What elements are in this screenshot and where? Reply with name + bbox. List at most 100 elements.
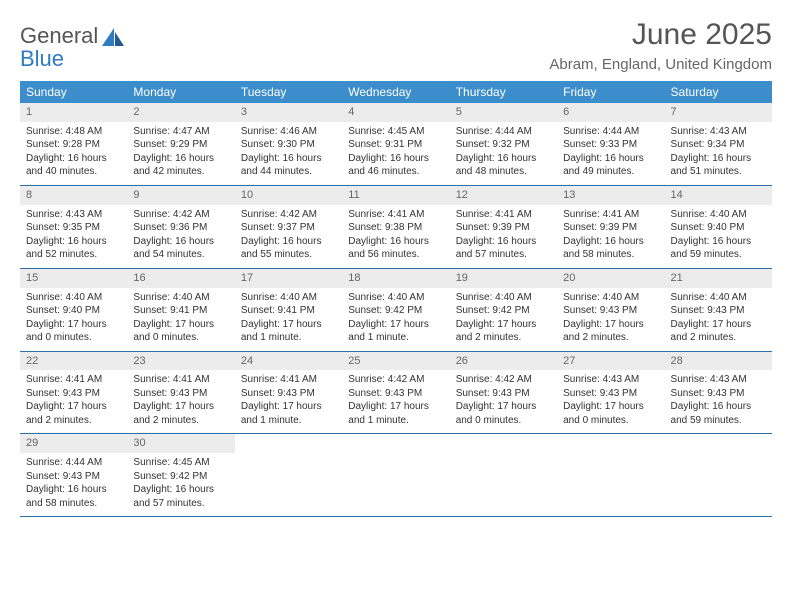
- daylight-text: and 2 minutes.: [563, 331, 658, 345]
- calendar-cell: 14Sunrise: 4:40 AMSunset: 9:40 PMDayligh…: [665, 185, 772, 268]
- sunrise-text: Sunrise: 4:42 AM: [348, 373, 443, 387]
- sunset-text: Sunset: 9:42 PM: [456, 304, 551, 318]
- title-block: June 2025 Abram, England, United Kingdom: [549, 18, 772, 73]
- weekday-header: Sunday: [20, 81, 127, 103]
- day-body: Sunrise: 4:44 AMSunset: 9:43 PMDaylight:…: [20, 453, 127, 516]
- daylight-text: and 42 minutes.: [133, 165, 228, 179]
- sunset-text: Sunset: 9:43 PM: [563, 304, 658, 318]
- day-body: Sunrise: 4:41 AMSunset: 9:43 PMDaylight:…: [235, 370, 342, 433]
- day-number: 9: [127, 186, 234, 205]
- calendar-cell: 10Sunrise: 4:42 AMSunset: 9:37 PMDayligh…: [235, 185, 342, 268]
- daylight-text: and 1 minute.: [348, 414, 443, 428]
- day-number: 20: [557, 269, 664, 288]
- calendar-cell: 24Sunrise: 4:41 AMSunset: 9:43 PMDayligh…: [235, 351, 342, 434]
- daylight-text: and 56 minutes.: [348, 248, 443, 262]
- sunrise-text: Sunrise: 4:42 AM: [241, 208, 336, 222]
- calendar-cell: 19Sunrise: 4:40 AMSunset: 9:42 PMDayligh…: [450, 268, 557, 351]
- day-body: Sunrise: 4:40 AMSunset: 9:42 PMDaylight:…: [342, 288, 449, 351]
- day-body: Sunrise: 4:44 AMSunset: 9:33 PMDaylight:…: [557, 122, 664, 185]
- calendar-cell: 18Sunrise: 4:40 AMSunset: 9:42 PMDayligh…: [342, 268, 449, 351]
- daylight-text: and 52 minutes.: [26, 248, 121, 262]
- daylight-text: and 57 minutes.: [133, 497, 228, 511]
- daylight-text: and 40 minutes.: [26, 165, 121, 179]
- calendar-cell: 16Sunrise: 4:40 AMSunset: 9:41 PMDayligh…: [127, 268, 234, 351]
- daylight-text: and 0 minutes.: [563, 414, 658, 428]
- calendar-cell: [557, 434, 664, 517]
- day-number: 3: [235, 103, 342, 122]
- sunrise-text: Sunrise: 4:41 AM: [563, 208, 658, 222]
- daylight-text: and 58 minutes.: [563, 248, 658, 262]
- daylight-text: and 2 minutes.: [133, 414, 228, 428]
- sunset-text: Sunset: 9:43 PM: [26, 470, 121, 484]
- sunrise-text: Sunrise: 4:40 AM: [563, 291, 658, 305]
- daylight-text: Daylight: 17 hours: [671, 318, 766, 332]
- day-body: Sunrise: 4:43 AMSunset: 9:43 PMDaylight:…: [557, 370, 664, 433]
- calendar-cell: 3Sunrise: 4:46 AMSunset: 9:30 PMDaylight…: [235, 103, 342, 185]
- day-body: Sunrise: 4:43 AMSunset: 9:34 PMDaylight:…: [665, 122, 772, 185]
- daylight-text: and 2 minutes.: [26, 414, 121, 428]
- sunset-text: Sunset: 9:41 PM: [241, 304, 336, 318]
- day-number: 18: [342, 269, 449, 288]
- sunrise-text: Sunrise: 4:41 AM: [348, 208, 443, 222]
- daylight-text: Daylight: 17 hours: [241, 400, 336, 414]
- daylight-text: Daylight: 17 hours: [133, 400, 228, 414]
- day-number: 27: [557, 352, 664, 371]
- daylight-text: Daylight: 17 hours: [456, 400, 551, 414]
- daylight-text: Daylight: 16 hours: [26, 152, 121, 166]
- page-title: June 2025: [549, 18, 772, 52]
- sunset-text: Sunset: 9:43 PM: [456, 387, 551, 401]
- day-body: Sunrise: 4:40 AMSunset: 9:43 PMDaylight:…: [557, 288, 664, 351]
- daylight-text: Daylight: 17 hours: [241, 318, 336, 332]
- daylight-text: Daylight: 16 hours: [671, 235, 766, 249]
- day-number: 16: [127, 269, 234, 288]
- day-body: Sunrise: 4:42 AMSunset: 9:43 PMDaylight:…: [342, 370, 449, 433]
- daylight-text: Daylight: 16 hours: [348, 235, 443, 249]
- day-body: Sunrise: 4:42 AMSunset: 9:37 PMDaylight:…: [235, 205, 342, 268]
- calendar-cell: 23Sunrise: 4:41 AMSunset: 9:43 PMDayligh…: [127, 351, 234, 434]
- calendar-cell: 25Sunrise: 4:42 AMSunset: 9:43 PMDayligh…: [342, 351, 449, 434]
- sunrise-text: Sunrise: 4:40 AM: [26, 291, 121, 305]
- calendar-cell: 17Sunrise: 4:40 AMSunset: 9:41 PMDayligh…: [235, 268, 342, 351]
- day-body: Sunrise: 4:45 AMSunset: 9:42 PMDaylight:…: [127, 453, 234, 516]
- sunset-text: Sunset: 9:43 PM: [348, 387, 443, 401]
- sunset-text: Sunset: 9:28 PM: [26, 138, 121, 152]
- calendar-cell: 11Sunrise: 4:41 AMSunset: 9:38 PMDayligh…: [342, 185, 449, 268]
- daylight-text: and 0 minutes.: [133, 331, 228, 345]
- sunset-text: Sunset: 9:38 PM: [348, 221, 443, 235]
- sunrise-text: Sunrise: 4:45 AM: [133, 456, 228, 470]
- sunrise-text: Sunrise: 4:43 AM: [26, 208, 121, 222]
- calendar-cell: 27Sunrise: 4:43 AMSunset: 9:43 PMDayligh…: [557, 351, 664, 434]
- day-number: 15: [20, 269, 127, 288]
- weekday-header: Thursday: [450, 81, 557, 103]
- sunset-text: Sunset: 9:33 PM: [563, 138, 658, 152]
- sunset-text: Sunset: 9:39 PM: [563, 221, 658, 235]
- sunset-text: Sunset: 9:43 PM: [671, 304, 766, 318]
- sunrise-text: Sunrise: 4:47 AM: [133, 125, 228, 139]
- location-text: Abram, England, United Kingdom: [549, 56, 772, 73]
- daylight-text: and 1 minute.: [241, 331, 336, 345]
- sunset-text: Sunset: 9:30 PM: [241, 138, 336, 152]
- daylight-text: Daylight: 16 hours: [133, 235, 228, 249]
- day-number: 26: [450, 352, 557, 371]
- calendar-cell: 29Sunrise: 4:44 AMSunset: 9:43 PMDayligh…: [20, 434, 127, 517]
- day-body: Sunrise: 4:42 AMSunset: 9:36 PMDaylight:…: [127, 205, 234, 268]
- calendar-row: 1Sunrise: 4:48 AMSunset: 9:28 PMDaylight…: [20, 103, 772, 185]
- day-body: Sunrise: 4:48 AMSunset: 9:28 PMDaylight:…: [20, 122, 127, 185]
- day-body: Sunrise: 4:40 AMSunset: 9:40 PMDaylight:…: [20, 288, 127, 351]
- sunset-text: Sunset: 9:39 PM: [456, 221, 551, 235]
- sunset-text: Sunset: 9:40 PM: [671, 221, 766, 235]
- sunrise-text: Sunrise: 4:40 AM: [348, 291, 443, 305]
- daylight-text: and 2 minutes.: [456, 331, 551, 345]
- sunset-text: Sunset: 9:42 PM: [348, 304, 443, 318]
- day-number: 14: [665, 186, 772, 205]
- day-number: 17: [235, 269, 342, 288]
- day-body: Sunrise: 4:43 AMSunset: 9:35 PMDaylight:…: [20, 205, 127, 268]
- day-number: 13: [557, 186, 664, 205]
- sunrise-text: Sunrise: 4:40 AM: [456, 291, 551, 305]
- daylight-text: Daylight: 16 hours: [26, 235, 121, 249]
- daylight-text: Daylight: 16 hours: [133, 483, 228, 497]
- daylight-text: Daylight: 17 hours: [563, 318, 658, 332]
- daylight-text: Daylight: 16 hours: [133, 152, 228, 166]
- brand-bottom: Blue: [20, 46, 64, 71]
- daylight-text: and 59 minutes.: [671, 414, 766, 428]
